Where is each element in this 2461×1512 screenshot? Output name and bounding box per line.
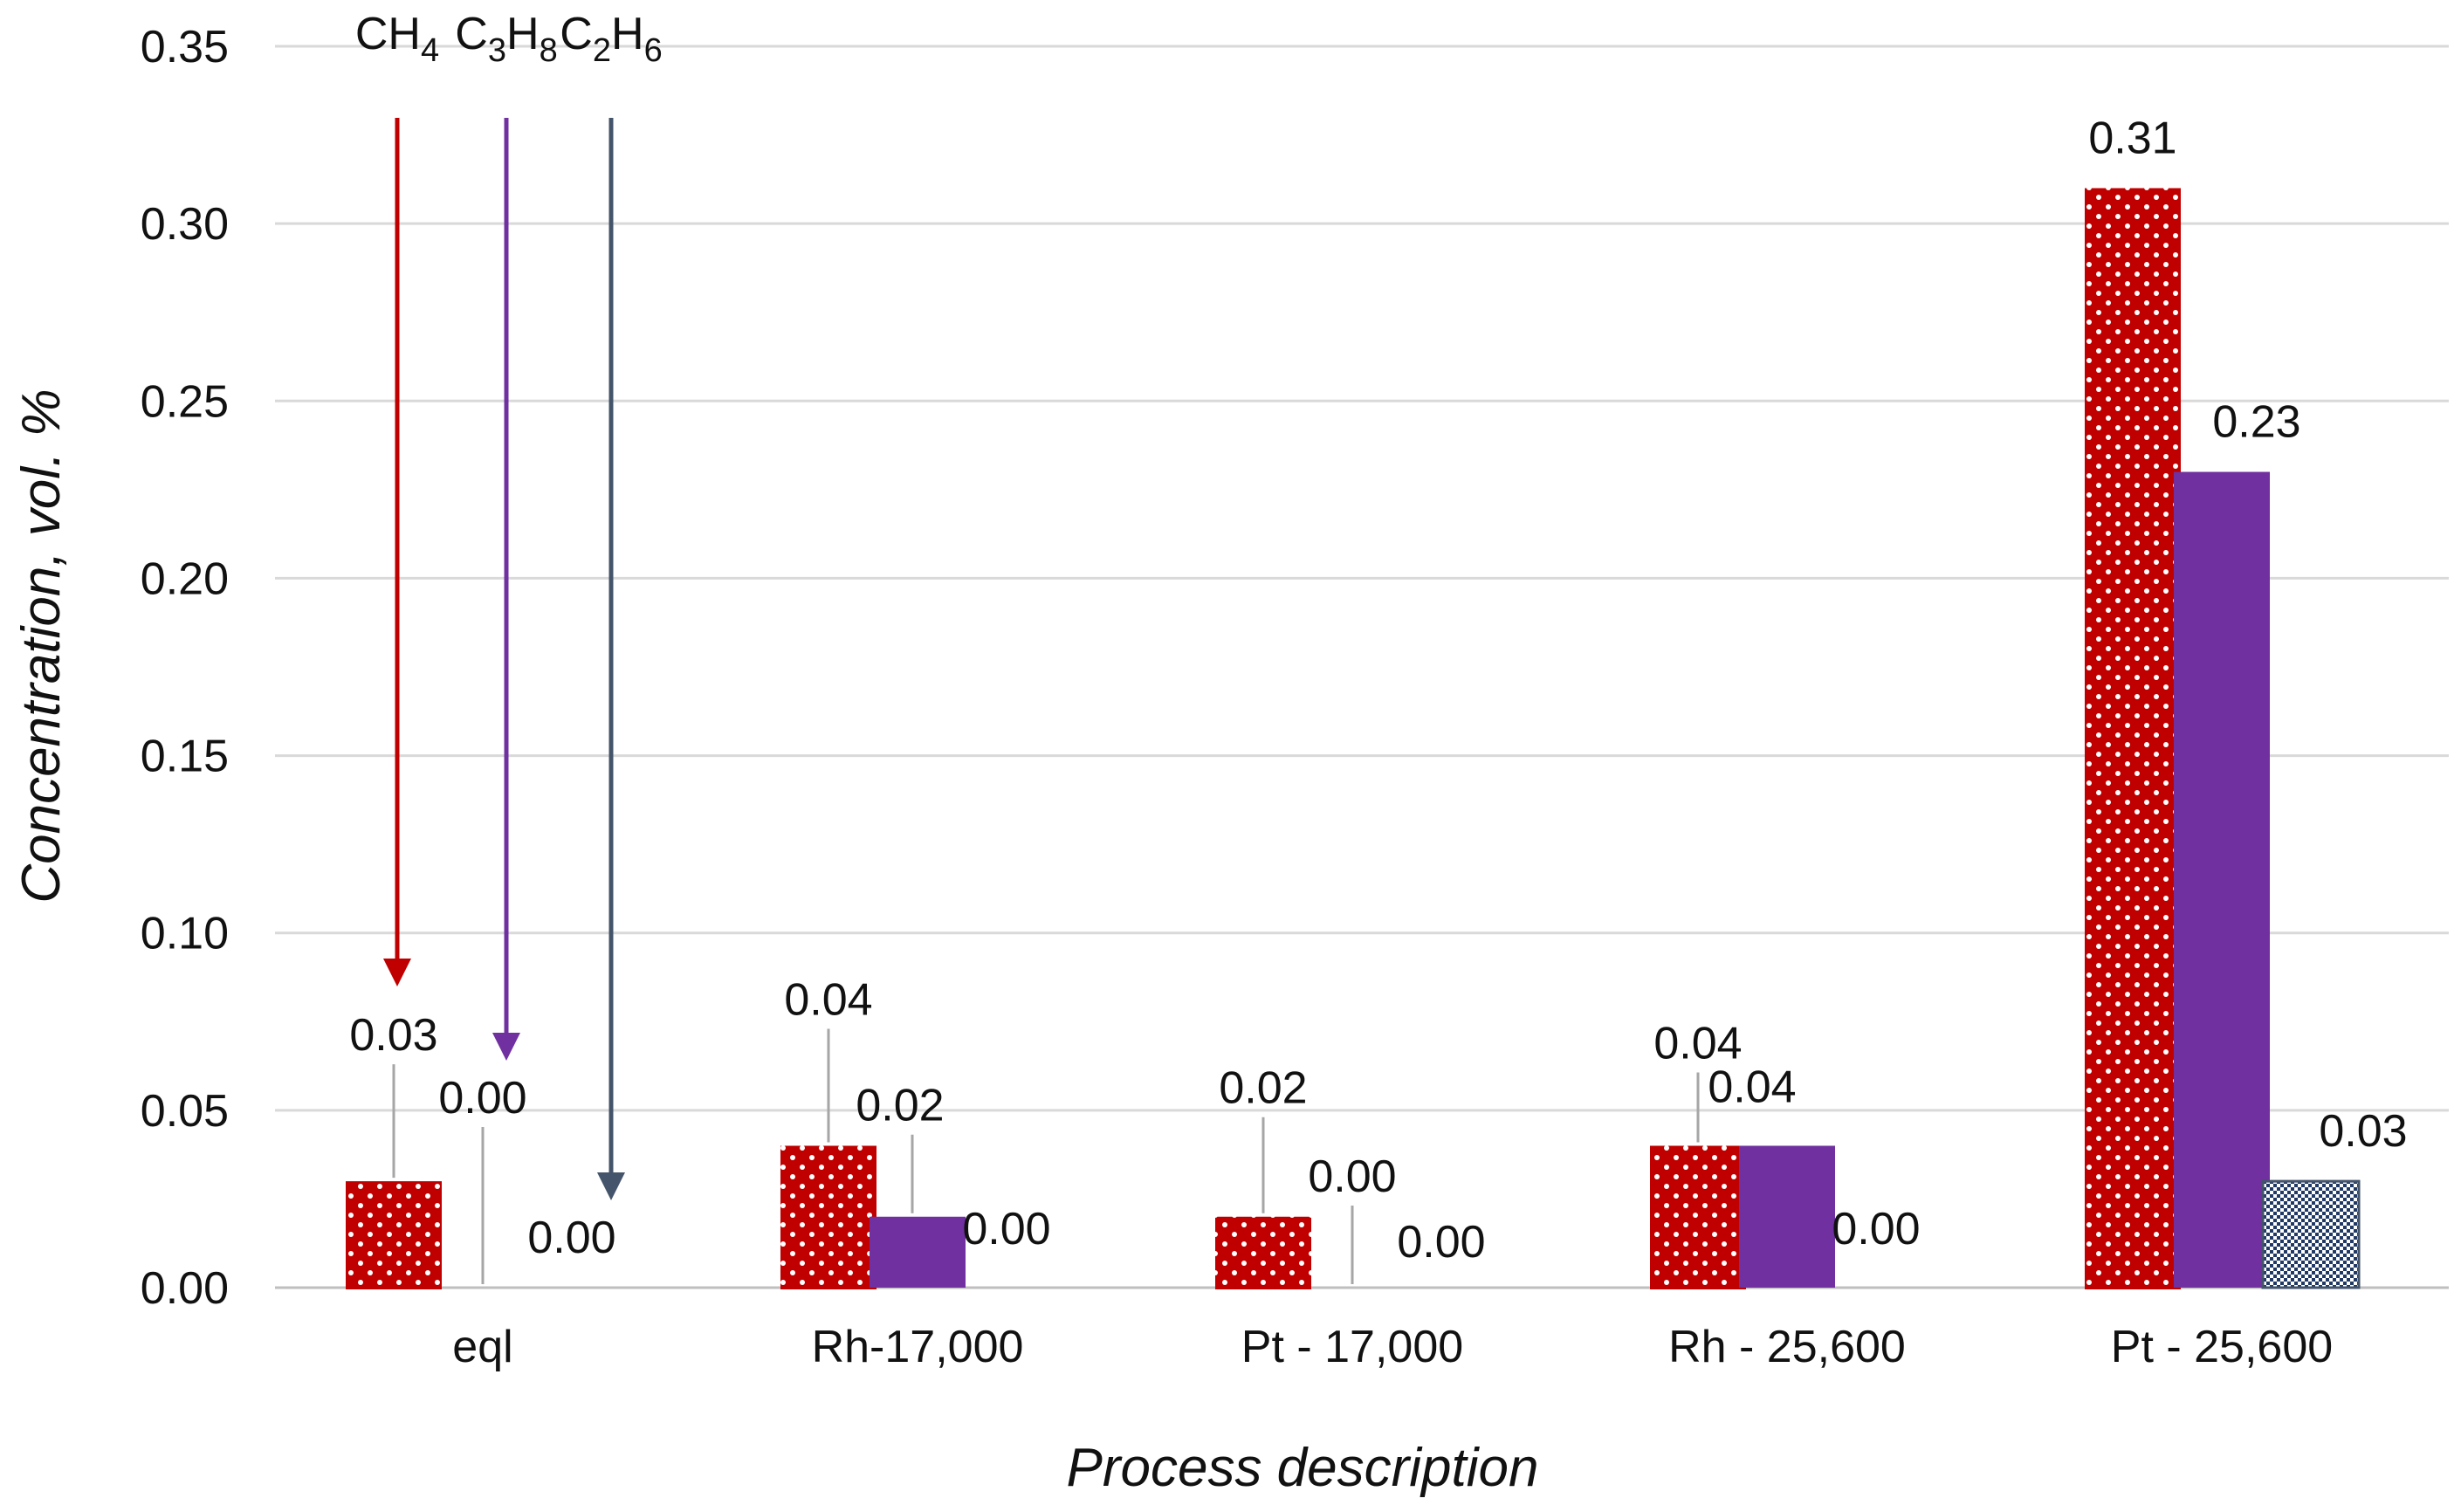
y-tick-label: 0.00 [141,1263,229,1314]
value-label-c2h6-4: 0.03 [2319,1106,2407,1157]
value-label-c3h8-4: 0.23 [2212,397,2300,448]
y-tick-label: 0.35 [141,22,229,72]
category-label: Rh - 25,600 [1668,1322,1906,1372]
gridlines [275,45,2449,1289]
bar-ch4-0 [346,1181,442,1288]
category-label: Pt - 17,000 [1241,1322,1463,1372]
category-label: Rh-17,000 [812,1322,1024,1372]
category-label: eql [452,1322,512,1372]
label-leader-lines [392,1028,1700,1284]
y-axis-title: Concentration, vol. % [11,388,72,903]
annotation-arrow-head [597,1172,625,1200]
value-label-c3h8-0: 0.00 [438,1073,526,1124]
species-annotation-1: C3H8 [455,9,558,1061]
species-label: C2H6 [560,9,662,69]
value-label-ch4-0: 0.03 [349,1010,437,1061]
value-labels: 0.030.040.020.040.310.00 0.020.000.040.23… [349,113,2407,1268]
y-tick-label: 0.10 [141,909,229,959]
annotation-arrow-head [492,1033,520,1061]
annotation-arrow-head [383,959,411,986]
value-label-c2h6-0: 0.00 [527,1213,615,1263]
species-annotations: CH4 C3H8 C2H6 [355,9,663,1200]
value-label-c3h8-3: 0.04 [1708,1062,1796,1112]
bar-ch4-2 [1215,1216,1311,1288]
species-annotation-2: C2H6 [560,9,663,1200]
bar-c3h8-3 [1739,1145,1835,1288]
y-tick-label: 0.30 [141,199,229,250]
category-labels: eql Rh-17,000 Pt - 17,000 Rh - 25,600 Pt - 2… [452,1322,2333,1372]
value-label-c2h6-1: 0.00 [962,1204,1050,1254]
bar-c3h8-4 [2174,471,2270,1288]
bar-c3h8-1 [870,1216,966,1288]
species-label: CH4 [355,9,439,69]
value-label-ch4-3: 0.04 [1653,1018,1742,1069]
bar-c2h6-4 [2261,1179,2361,1289]
value-label-c3h8-2: 0.00 [1308,1151,1396,1202]
value-label-c2h6-2: 0.00 [1397,1217,1485,1268]
value-label-c2h6-3: 0.00 [1832,1204,1920,1254]
category-label: Pt - 25,600 [2111,1322,2333,1372]
bar-ch4-1 [780,1145,876,1288]
bar-ch4-4 [2085,188,2181,1288]
value-label-ch4-2: 0.02 [1219,1063,1307,1114]
value-label-ch4-1: 0.04 [784,974,872,1025]
value-label-ch4-4: 0.31 [2088,113,2176,164]
y-tick-label: 0.15 [141,732,229,782]
value-label-c3h8-1: 0.02 [856,1081,944,1131]
y-axis-ticks: 0.00 0.05 0.10 0.15 0.20 0.25 0.30 0.35 [141,22,229,1314]
bar-ch4-3 [1650,1145,1746,1288]
y-tick-label: 0.25 [141,376,229,427]
x-axis-title: Process description [1066,1438,1538,1498]
species-label: C3H8 [455,9,557,69]
y-tick-label: 0.20 [141,553,229,604]
species-annotation-0: CH4 [355,9,439,986]
y-tick-label: 0.05 [141,1086,229,1137]
bars [346,188,2361,1289]
